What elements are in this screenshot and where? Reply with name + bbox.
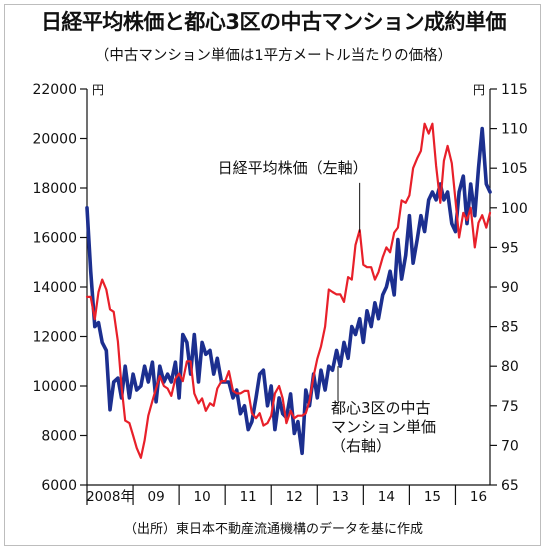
x-tick-label: 16 xyxy=(470,489,487,505)
left-tick-label: 14000 xyxy=(32,280,77,296)
left-tick-label: 16000 xyxy=(32,231,77,247)
x-tick-label: 14 xyxy=(378,489,395,505)
series-line-condo xyxy=(85,126,492,456)
right-tick-label: 80 xyxy=(501,359,519,375)
annotation-nikkei: 日経平均株価（左軸） xyxy=(218,159,368,177)
chart-title: 日経平均株価と都心3区の中古マンション成約単価 xyxy=(40,10,507,34)
right-tick-label: 110 xyxy=(501,122,528,138)
series-line-nikkei xyxy=(85,122,492,459)
right-tick-label: 65 xyxy=(501,478,519,494)
left-tick-label: 8000 xyxy=(41,429,77,445)
annotation-condo-line: マンション単価 xyxy=(331,418,436,436)
right-tick-label: 105 xyxy=(501,161,528,177)
left-tick-label: 12000 xyxy=(32,330,77,346)
chart-series xyxy=(85,122,492,459)
x-tick-label: 13 xyxy=(332,489,349,505)
right-tick-label: 85 xyxy=(501,320,519,336)
right-tick-label: 70 xyxy=(501,438,519,454)
left-tick-label: 10000 xyxy=(32,379,77,395)
right-tick-label: 115 xyxy=(501,82,528,98)
chart-frame xyxy=(4,4,541,546)
x-tick-label: 2008年 xyxy=(86,489,134,505)
left-axis-unit: 円 xyxy=(92,83,104,97)
right-axis-unit: 円 xyxy=(473,83,485,97)
x-tick-label: 11 xyxy=(240,489,257,505)
annotation-condo-line: （右軸） xyxy=(331,437,391,455)
left-tick-label: 22000 xyxy=(32,82,77,98)
x-tick-label: 12 xyxy=(286,489,303,505)
left-tick-label: 6000 xyxy=(41,478,77,494)
source-note: （出所）東日本不動産流通機構のデータを基に作成 xyxy=(123,522,423,537)
chart-subtitle: （中古マンション単価は1平方メートル当たりの価格） xyxy=(94,48,453,64)
right-tick-label: 90 xyxy=(501,280,519,296)
x-tick-label: 15 xyxy=(424,489,441,505)
x-tick-label: 10 xyxy=(194,489,211,505)
chart-axes: 6000 8000 10000 12000 14000 16000 18000 20000 22… xyxy=(32,82,528,505)
right-tick-label: 100 xyxy=(501,201,528,217)
left-tick-label: 20000 xyxy=(32,132,77,148)
left-tick-label: 18000 xyxy=(32,181,77,197)
right-tick-label: 95 xyxy=(501,240,519,256)
right-tick-label: 75 xyxy=(501,399,519,415)
x-tick-label: 09 xyxy=(147,489,164,505)
annotation-condo-line: 都心3区の中古 xyxy=(331,399,431,417)
